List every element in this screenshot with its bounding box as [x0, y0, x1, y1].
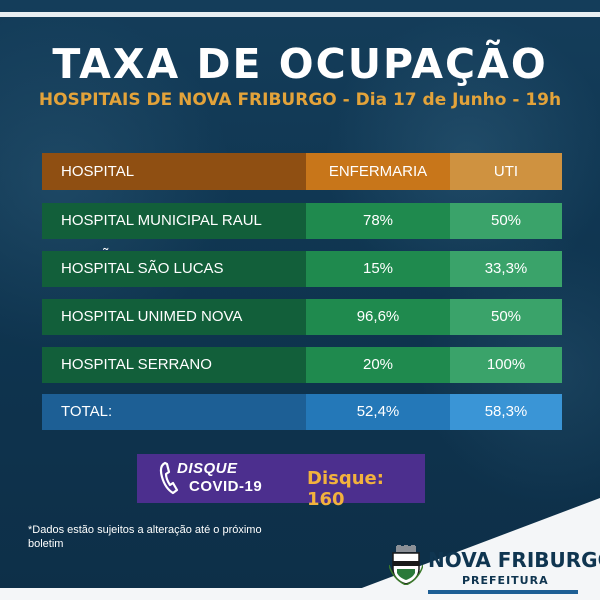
column-header-enfermaria: ENFERMARIA [306, 153, 450, 190]
hotline-label-line1: DISQUE [177, 460, 238, 477]
total-uti: 58,3% [450, 394, 562, 430]
hotline-banner: DISQUE COVID-19 Disque: 160 [137, 454, 425, 510]
brand-name: NOVA FRIBURGO [428, 548, 600, 572]
top-divider [0, 12, 600, 17]
table-row-hospital: HOSPITAL SÃO LUCAS [42, 251, 306, 287]
hotline-label-line2: COVID-19 [189, 478, 263, 495]
total-label: TOTAL: [42, 394, 306, 430]
page-subtitle: HOSPITAIS DE NOVA FRIBURGO - Dia 17 de J… [38, 90, 562, 110]
disclaimer-note: *Dados estão sujeitos a alteração até o … [28, 524, 262, 550]
column-header-hospital: HOSPITAL [42, 153, 306, 190]
phone-icon [159, 461, 179, 495]
table-row-hospital: HOSPITAL UNIMED NOVA FRIBURGO [42, 299, 306, 361]
table-row-uti: 50% [450, 203, 562, 239]
brand-underline [428, 590, 578, 594]
table-row-hospital: HOSPITAL SERRANO [42, 347, 306, 383]
table-row-uti: 100% [450, 347, 562, 383]
city-crest-icon [389, 545, 423, 585]
table-row-enfermaria: 20% [306, 347, 450, 383]
column-header-uti: UTI [450, 153, 562, 190]
table-row-hospital: HOSPITAL MUNICIPAL RAUL SERTÃ [42, 203, 306, 265]
table-row-uti: 33,3% [450, 251, 562, 287]
brand-subtitle: PREFEITURA [462, 574, 549, 587]
total-enfermaria: 52,4% [306, 394, 450, 430]
table-row-uti: 50% [450, 299, 562, 335]
page-title: TAXA DE OCUPAÇÃO [52, 40, 548, 88]
table-row-enfermaria: 96,6% [306, 299, 450, 335]
table-row-enfermaria: 78% [306, 203, 450, 239]
table-row-enfermaria: 15% [306, 251, 450, 287]
hotline-number: Disque: 160 [307, 468, 384, 510]
